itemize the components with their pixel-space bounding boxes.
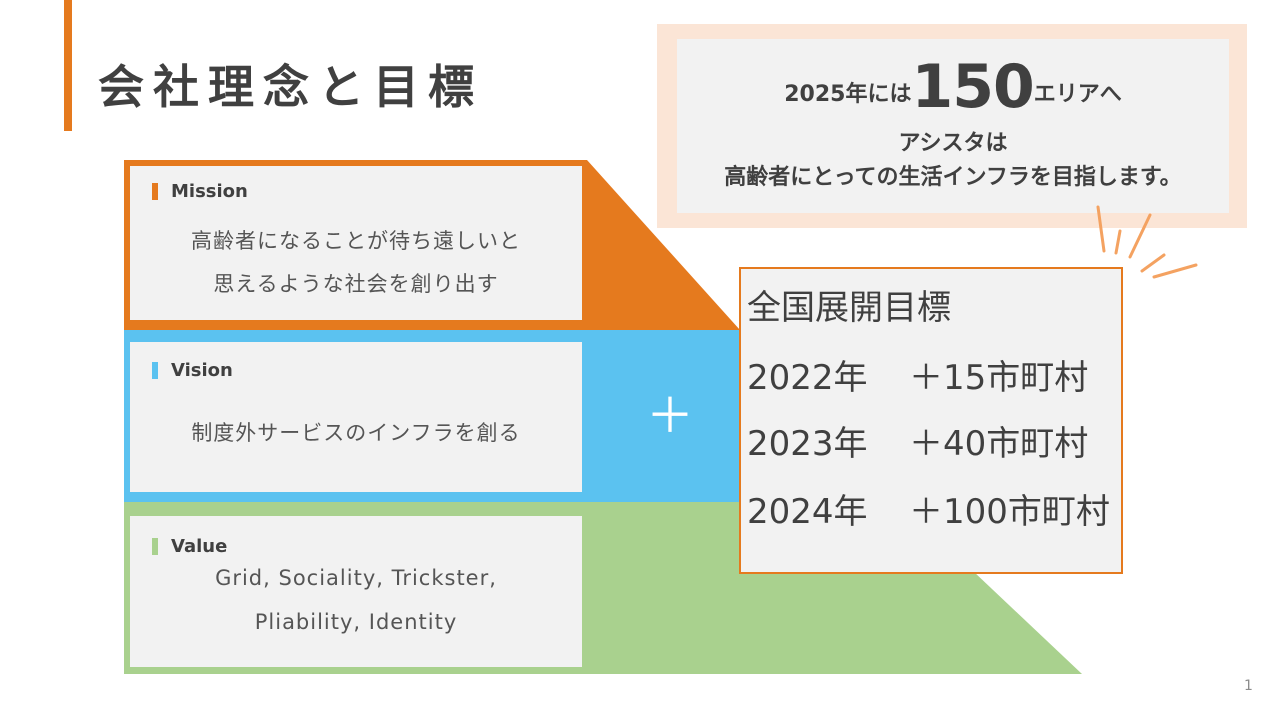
value-text-line1: Grid, Sociality, Trickster, [215,566,497,590]
goal-year: 2022年 [747,358,868,398]
callout-line3: 高齢者にとっての生活インフラを目指します。 [724,165,1182,190]
goal-target: ＋15市町村 [909,358,1089,398]
vision-text: 制度外サービスのインフラを創る [191,421,521,445]
page-title: 会社理念と目標 [98,60,483,114]
vision-label: Vision [152,360,233,381]
callout-box: 2025年には150エリアへ アシスタは 高齢者にとっての生活インフラを目指しま… [677,39,1229,213]
value-label: Value [152,536,227,557]
goal-target: ＋40市町村 [909,424,1089,464]
emphasis-rays-icon [1096,205,1198,279]
callout-headline: 2025年には150エリアへ [784,52,1122,122]
vision-card: Vision 制度外サービスのインフラを創る [130,342,582,492]
goal-row: 2023年 ＋40市町村 [747,427,1088,461]
callout-area-count: 150 [911,52,1034,122]
mission-card: Mission 高齢者になることが待ち遠しいと 思えるような社会を創り出す [130,166,582,320]
mission-label: Mission [152,181,248,202]
goal-row: 2024年 ＋100市町村 [747,495,1110,529]
goal-row: 2022年 ＋15市町村 [747,361,1088,395]
goal-year: 2024年 [747,492,868,532]
goals-title: 全国展開目標 [747,288,951,328]
vision-marker [152,362,158,379]
mission-marker [152,183,158,200]
title-accent-bar [64,0,72,131]
page-number: 1 [1244,678,1253,694]
goal-target: ＋100市町村 [909,492,1110,532]
mission-text-line1: 高齢者になることが待ち遠しいと [191,229,521,253]
value-marker [152,538,158,555]
goal-year: 2023年 [747,424,868,464]
value-card: Value Grid, Sociality, Trickster, Pliabi… [130,516,582,667]
callout-line2: アシスタは [898,131,1008,156]
expansion-goals-box: 全国展開目標 2022年 ＋15市町村 2023年 ＋40市町村 2024年 ＋100… [739,267,1123,574]
plus-sign: ＋ [646,388,695,444]
mission-text-line2: 思えるような社会を創り出す [213,272,499,296]
value-text-line2: Pliability, Identity [254,610,458,634]
